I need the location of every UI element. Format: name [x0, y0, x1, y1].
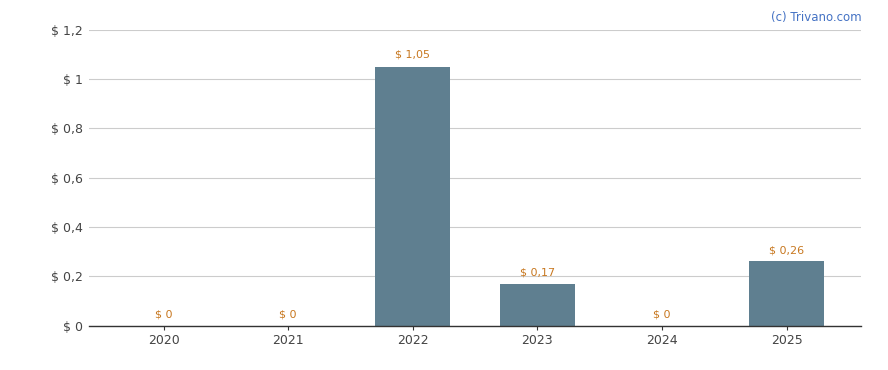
- Bar: [500, 284, 575, 326]
- Text: $ 1,05: $ 1,05: [395, 49, 431, 59]
- Text: $ 0: $ 0: [155, 309, 172, 319]
- Bar: [749, 262, 824, 326]
- Text: $ 0: $ 0: [654, 309, 670, 319]
- Text: $ 0,17: $ 0,17: [519, 268, 555, 278]
- Text: (c) Trivano.com: (c) Trivano.com: [771, 11, 861, 24]
- Bar: [376, 67, 450, 326]
- Text: $ 0,26: $ 0,26: [769, 245, 805, 255]
- Text: $ 0: $ 0: [280, 309, 297, 319]
